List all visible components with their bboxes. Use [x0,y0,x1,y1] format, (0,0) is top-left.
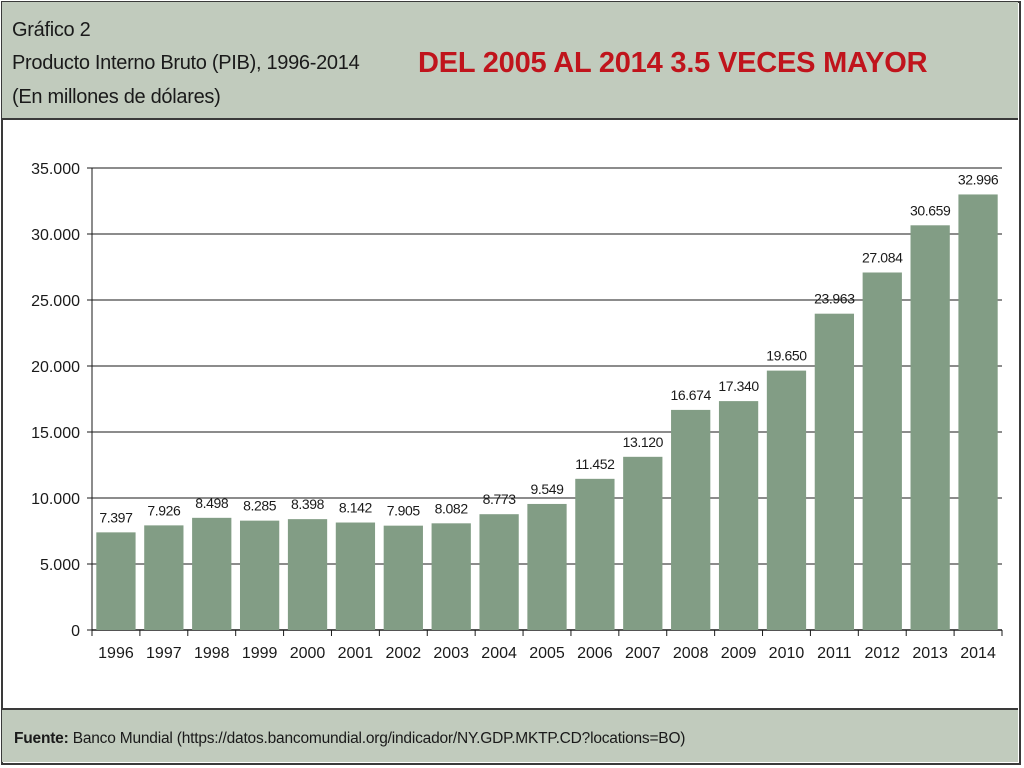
x-tick-label: 2008 [673,645,709,662]
x-tick-label: 2013 [912,645,948,662]
x-tick-label: 2001 [338,645,374,662]
data-label: 8.498 [195,495,229,511]
y-tick-label: 15.000 [31,425,80,442]
source-label: Fuente: [14,730,69,747]
bar [766,370,807,630]
source-citation: Banco Mundial (https://datos.bancomundia… [72,730,686,747]
chart-area: 0 5.000 10.000 15.000 20.000 25.000 30.000 35.0… [2,120,1018,698]
bar [671,409,711,630]
source-text: Fuente: Banco Mundial (https://datos.ban… [14,730,685,748]
x-tick-label: 2000 [290,645,326,662]
data-label: 9.549 [530,481,564,497]
bar [958,194,998,630]
data-label: 13.120 [623,434,664,450]
y-tick-label: 30.000 [31,227,80,244]
data-label: 8.773 [483,491,517,507]
bar [192,517,232,630]
bar-chart: 0 5.000 10.000 15.000 20.000 25.000 30.000 35.0… [31,161,1003,662]
x-tick-label: 2004 [481,645,517,662]
data-label: 27.084 [862,249,903,265]
bar [239,520,280,630]
data-label: 23.963 [814,291,855,307]
x-tick-label: 1998 [194,645,230,662]
x-tick-label: 2014 [960,645,996,662]
data-label: 8.082 [435,500,469,516]
data-label: 17.340 [718,378,759,394]
y-tick-label: 0 [71,623,80,640]
x-tick-label: 2010 [769,645,805,662]
bar [623,456,663,630]
figure-number: Gráfico 2 [12,19,91,41]
data-label: 11.452 [575,456,615,472]
y-tick-label: 10.000 [31,491,80,508]
x-tick-label: 1999 [242,645,278,662]
data-label: 19.650 [766,348,807,364]
x-tick-label: 2005 [529,645,565,662]
bar [431,523,471,630]
data-label: 8.142 [339,500,373,516]
x-tick-label: 2011 [817,645,852,662]
y-tick-label: 35.000 [31,161,80,178]
x-tick-label: 1996 [98,645,134,662]
bar [527,503,567,630]
data-label: 16.674 [670,387,711,403]
chart-header: Gráfico 2 Producto Interno Bruto (PIB), … [2,2,1018,120]
bar [575,478,615,630]
x-tick-label: 2007 [625,645,661,662]
x-tick-label: 2009 [721,645,757,662]
x-tick-label: 2003 [433,645,469,662]
bar [383,525,423,630]
x-tick-label: 2006 [577,645,613,662]
bar [335,522,376,630]
bar [144,525,184,630]
y-tick-label: 5.000 [40,557,80,574]
x-tick-label: 2012 [864,645,900,662]
x-tick-label: 2002 [386,645,422,662]
source-footer: Fuente: Banco Mundial (https://datos.ban… [2,708,1018,762]
data-label: 30.659 [910,202,951,218]
bar [479,514,519,630]
y-tick-label: 25.000 [31,293,80,310]
chart-title: Producto Interno Bruto (PIB), 1996-2014 [12,52,360,74]
data-label: 32.996 [958,171,999,187]
highlight-annotation: DEL 2005 AL 2014 3.5 VECES MAYOR [418,47,928,79]
bar [910,225,950,630]
bar [862,272,902,630]
data-label: 8.285 [243,498,277,514]
bar [718,401,759,630]
data-label: 8.398 [291,496,325,512]
data-label: 7.397 [99,509,133,525]
y-tick-label: 20.000 [31,359,80,376]
bar [96,532,136,630]
chart-subtitle: (En millones de dólares) [12,86,221,108]
x-tick-label: 1997 [146,645,182,662]
data-label: 7.926 [147,502,181,518]
bar [287,519,328,630]
data-label: 7.905 [387,503,421,519]
bar [814,313,855,630]
